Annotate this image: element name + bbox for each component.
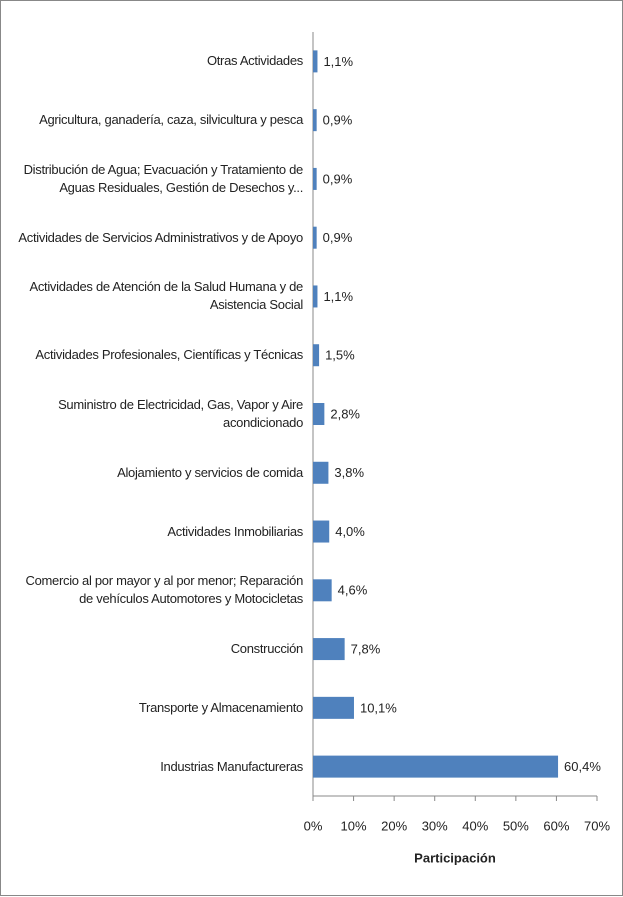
x-tick-label: 0% (304, 818, 323, 833)
bar (313, 579, 332, 602)
value-label: 0,9% (323, 171, 353, 186)
bar (313, 109, 317, 132)
bar (313, 344, 320, 367)
y-tick-label: Actividades Inmobiliarias (167, 523, 303, 539)
y-tick-label: Suministro de Electricidad, Gas, Vapor y… (58, 397, 303, 430)
x-tick-label: 70% (584, 818, 610, 833)
value-label: 1,1% (323, 54, 353, 69)
y-tick-label: Transporte y Almacenamiento (138, 699, 303, 715)
x-tick-label: 20% (381, 818, 407, 833)
y-tick-label: Alojamiento y servicios de comida (117, 464, 303, 480)
value-label: 0,9% (323, 113, 353, 128)
bar (313, 461, 329, 484)
bar (313, 50, 318, 73)
y-tick-label: Actividades Profesionales, Científicas y… (35, 347, 303, 363)
y-tick-label: Agricultura, ganadería, caza, silvicultu… (39, 112, 303, 128)
value-label: 60,4% (564, 759, 601, 774)
x-tick-label: 30% (422, 818, 448, 833)
bar (313, 638, 345, 661)
y-tick-label: Actividades de Servicios Administrativos… (18, 229, 303, 245)
x-tick-label: 40% (462, 818, 488, 833)
value-label: 7,8% (351, 642, 381, 657)
x-tick-label: 50% (503, 818, 529, 833)
bar (313, 696, 354, 719)
y-tick-label: Actividades de Atención de la Salud Huma… (29, 279, 303, 313)
bar (313, 520, 330, 543)
value-label: 4,0% (335, 524, 365, 539)
value-label: 4,6% (338, 583, 368, 598)
bar (313, 755, 559, 778)
value-label: 10,1% (360, 700, 397, 715)
bar (313, 167, 317, 190)
bar (313, 226, 317, 249)
value-label: 1,5% (325, 348, 355, 363)
value-label: 1,1% (323, 289, 353, 304)
x-axis-title: Participación (414, 850, 496, 865)
value-label: 2,8% (330, 406, 360, 421)
value-label: 0,9% (323, 230, 353, 245)
x-tick-label: 60% (543, 818, 569, 833)
bar (313, 403, 325, 425)
bar (313, 285, 318, 308)
y-tick-label: Comercio al por mayor y al por menor; Re… (25, 573, 304, 607)
y-tick-label: Construcción (230, 641, 304, 657)
y-tick-label: Distribución de Agua; Evacuación y Trata… (23, 161, 304, 195)
value-label: 3,8% (334, 465, 364, 480)
y-tick-label: Industrias Manufactureras (160, 758, 303, 774)
x-tick-label: 10% (341, 818, 367, 833)
y-tick-label: Otras Actividades (206, 53, 303, 69)
